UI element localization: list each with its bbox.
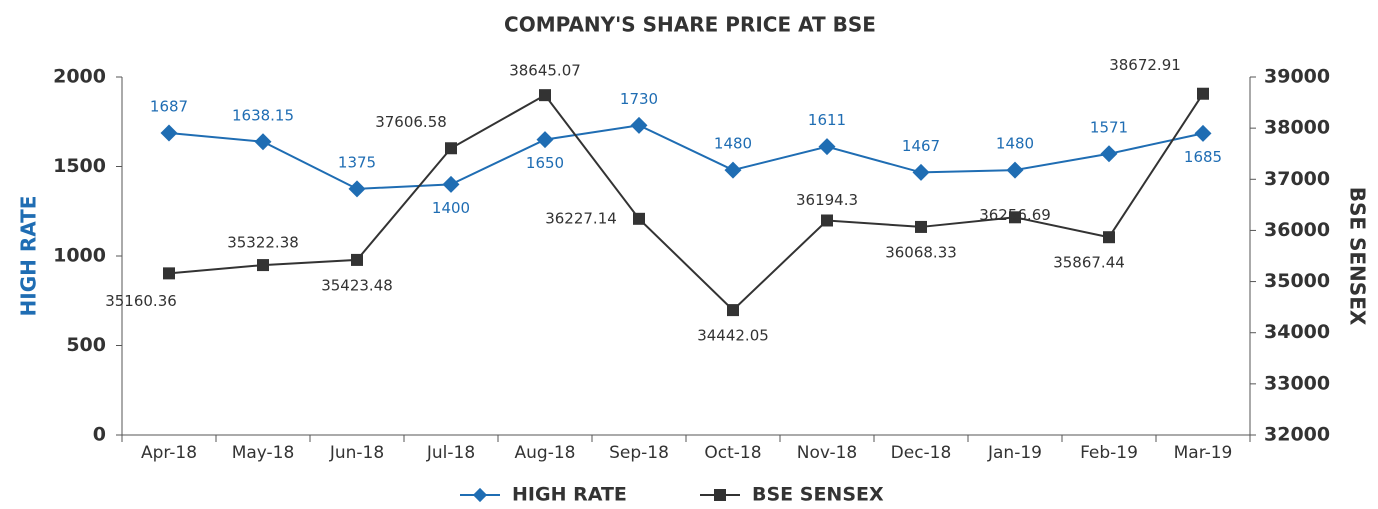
data-label: 37606.58: [375, 113, 447, 131]
x-tick-label: May-18: [232, 443, 295, 463]
data-label: 1687: [150, 98, 188, 116]
legend-label: BSE SENSEX: [752, 484, 884, 506]
data-label: 38672.91: [1109, 56, 1181, 74]
legend-marker: [714, 489, 726, 501]
point-marker: [727, 304, 739, 317]
point-marker: [633, 212, 645, 225]
y2-tick-label: 35000: [1264, 270, 1330, 292]
y-tick-label: 500: [66, 334, 106, 356]
data-label: 1611: [808, 111, 846, 129]
x-tick-label: Dec-18: [891, 443, 952, 463]
data-label: 1375: [338, 153, 376, 171]
legend-label: HIGH RATE: [512, 484, 627, 506]
point-marker: [351, 253, 363, 266]
series-line: [168, 124, 1204, 190]
point-marker: [445, 142, 457, 155]
point-marker: [1009, 211, 1021, 224]
data-label: 1480: [996, 135, 1034, 153]
x-tick-label: Sep-18: [609, 443, 669, 463]
point-marker: [348, 180, 366, 198]
x-tick-label: Oct-18: [704, 443, 761, 463]
x-tick-label: Aug-18: [515, 443, 576, 463]
point-marker: [818, 138, 836, 156]
point-marker: [160, 124, 178, 142]
y-tick-label: 0: [93, 424, 106, 446]
x-tick-label: Apr-18: [141, 443, 197, 463]
data-label: 1685: [1184, 148, 1222, 166]
point-marker: [539, 89, 551, 102]
point-marker: [442, 175, 460, 193]
x-tick-label: Jul-18: [426, 443, 475, 463]
point-marker: [1103, 231, 1115, 244]
data-label: 1467: [902, 137, 940, 155]
y-tick-label: 1500: [53, 155, 106, 177]
y2-tick-label: 33000: [1264, 372, 1330, 394]
point-marker: [163, 267, 175, 280]
point-marker: [1006, 161, 1024, 179]
data-label: 38645.07: [509, 62, 581, 80]
data-label: 1400: [432, 199, 470, 217]
data-label: 36194.3: [796, 191, 858, 209]
data-label: 34442.05: [697, 327, 769, 345]
point-marker: [724, 161, 742, 179]
y-axis-label: HIGH RATE: [17, 196, 41, 317]
chart-title: COMPANY'S SHARE PRICE AT BSE: [504, 13, 876, 37]
x-tick-label: Mar-19: [1174, 443, 1233, 463]
point-marker: [1197, 87, 1209, 100]
x-tick-label: Jun-18: [329, 443, 384, 463]
x-tick-label: Feb-19: [1080, 443, 1138, 463]
x-tick-label: Nov-18: [797, 443, 858, 463]
y2-tick-label: 34000: [1264, 321, 1330, 343]
y-tick-label: 2000: [53, 66, 106, 88]
data-label: 35160.36: [105, 292, 177, 310]
data-label: 1480: [714, 135, 752, 153]
data-label: 1650: [526, 154, 564, 172]
point-marker: [254, 133, 272, 151]
data-label: 35423.48: [321, 276, 393, 294]
point-marker: [915, 220, 927, 233]
data-label: 36227.14: [545, 209, 617, 227]
data-label: 36256.69: [979, 206, 1051, 224]
point-marker: [257, 259, 269, 272]
point-marker: [912, 163, 930, 181]
y-tick-label: 1000: [53, 245, 106, 267]
y2-tick-label: 36000: [1264, 219, 1330, 241]
legend-marker: [472, 487, 488, 503]
series-line: [168, 93, 1204, 312]
data-label: 1730: [620, 90, 658, 108]
data-label: 36068.33: [885, 243, 957, 261]
x-tick-label: Jan-19: [987, 443, 1042, 463]
data-label: 1571: [1090, 118, 1128, 136]
point-marker: [1194, 124, 1212, 142]
data-label: 1638.15: [232, 106, 294, 124]
y2-tick-label: 39000: [1264, 66, 1330, 88]
y2-tick-label: 32000: [1264, 424, 1330, 446]
y2-tick-label: 38000: [1264, 117, 1330, 139]
point-marker: [630, 116, 648, 134]
point-marker: [536, 131, 554, 149]
data-label: 35322.38: [227, 234, 299, 252]
data-label: 35867.44: [1053, 254, 1125, 272]
y2-tick-label: 37000: [1264, 168, 1330, 190]
y2-axis-label: BSE SENSEX: [1346, 187, 1370, 326]
point-marker: [1100, 145, 1118, 163]
point-marker: [821, 214, 833, 227]
